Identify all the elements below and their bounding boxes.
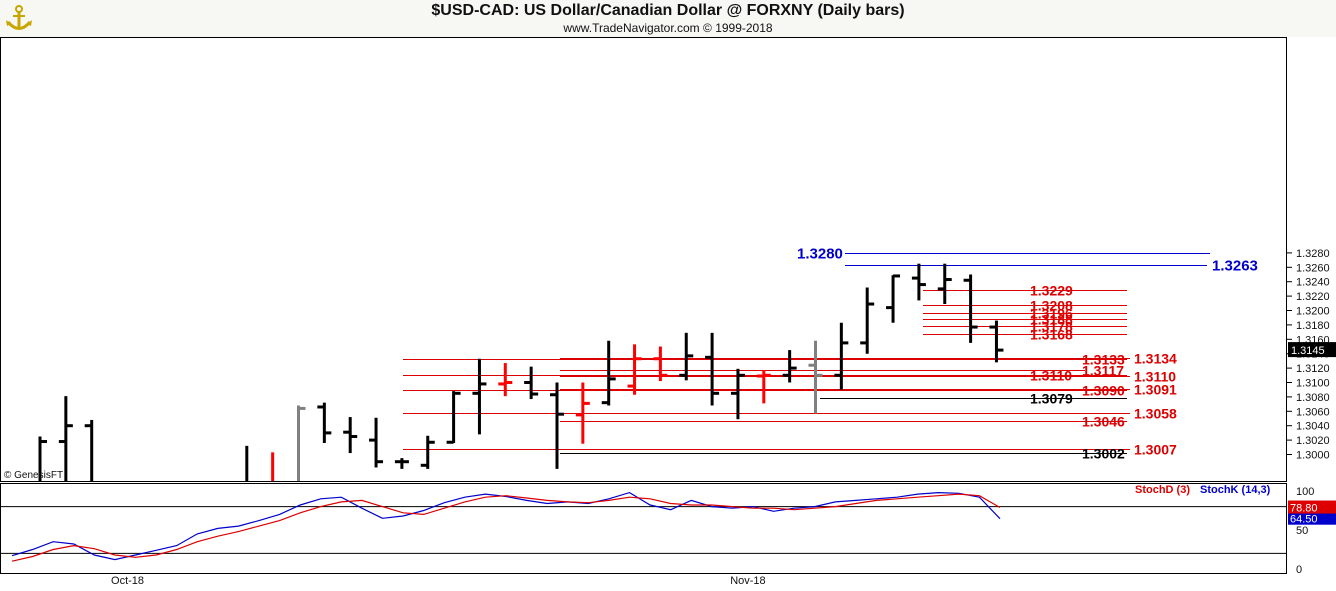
chart-subtitle: www.TradeNavigator.com © 1999-2018 <box>563 21 773 35</box>
level-label: 1.3002 <box>1082 446 1125 462</box>
level-label: 1.3117 <box>1082 363 1124 379</box>
title-bar: $USD-CAD: US Dollar/Canadian Dollar @ FO… <box>0 0 1336 37</box>
stoch-last-value: 64.50 <box>1290 514 1318 526</box>
y-tick-label: 1.3100 <box>1296 378 1330 390</box>
y-tick-label: 1.3080 <box>1296 392 1330 404</box>
level-label: 1.3090 <box>1082 383 1125 399</box>
level-label: 1.3168 <box>1030 327 1073 343</box>
legend-stochd: StochD (3) <box>1135 484 1190 496</box>
stoch-panel-frame <box>0 483 1287 574</box>
y-tick-label: 1.3180 <box>1296 320 1330 332</box>
y-tick-label: 1.3000 <box>1296 450 1330 462</box>
level-label: 1.3196 <box>1030 306 1073 322</box>
level-label: 1.3263 <box>1212 258 1258 275</box>
level-label: 1.3079 <box>1030 391 1073 407</box>
stoch-last-box <box>1288 511 1336 525</box>
level-label: 1.3007 <box>1134 442 1177 458</box>
x-tick-label: Oct-18 <box>111 575 144 587</box>
stoch-tick-label: 100 <box>1296 486 1314 498</box>
chart-frame <box>0 37 1336 591</box>
legend-stochk: StochK (14,3) <box>1200 484 1271 496</box>
anchor-logo-icon <box>4 3 34 33</box>
y-tick-label: 1.3020 <box>1296 435 1330 447</box>
stoch-line <box>11 493 1001 562</box>
chart-title: $USD-CAD: US Dollar/Canadian Dollar @ FO… <box>431 2 905 19</box>
level-label: 1.3280 <box>797 246 843 263</box>
stoch-last-value: 78.80 <box>1290 503 1318 515</box>
stoch-line <box>11 491 1001 561</box>
level-label: 1.3046 <box>1082 414 1125 430</box>
level-label: 1.3133 <box>1082 352 1125 368</box>
price-axis: 1.3000 1.3020 1.3040 1.3060 1.3080 1.3100 1.31… <box>1286 248 1336 462</box>
chart-canvas: 1.32801.32631.32291.32081.31961.31881.31… <box>0 37 1336 591</box>
y-tick-label: 1.3040 <box>1296 421 1330 433</box>
y-tick-label: 1.3200 <box>1296 306 1330 318</box>
date-strip <box>0 574 1336 591</box>
stoch-tick-label: 0 <box>1296 564 1302 576</box>
x-tick-label: Nov-18 <box>730 575 765 587</box>
level-label: 1.3110 <box>1030 368 1072 384</box>
level-label: 1.3208 <box>1030 298 1073 314</box>
stoch-last-box <box>1288 500 1336 514</box>
last-price-box <box>1288 342 1336 358</box>
price-panel-frame <box>0 37 1287 482</box>
last-price-label: 1.3145 <box>1291 345 1325 357</box>
y-tick-label: 1.3060 <box>1296 406 1330 418</box>
y-tick-label: 1.3260 <box>1296 262 1330 274</box>
stoch-tick-label: 50 <box>1296 525 1308 537</box>
price-bars <box>38 263 1004 481</box>
y-tick-label: 1.3240 <box>1296 277 1330 289</box>
price-levels: 1.32801.32631.32291.32081.31961.31881.31… <box>403 246 1258 462</box>
watermark: © GenesisFT <box>4 470 63 481</box>
y-tick-label: 1.3220 <box>1296 291 1330 303</box>
level-label: 1.3229 <box>1030 283 1073 299</box>
level-label: 1.3058 <box>1134 406 1177 422</box>
level-label: 1.3110 <box>1134 369 1176 385</box>
y-tick-label: 1.3120 <box>1296 363 1330 375</box>
level-label: 1.3134 <box>1134 351 1177 367</box>
level-label: 1.3178 <box>1030 319 1073 335</box>
level-label: 1.3091 <box>1134 382 1177 398</box>
y-tick-label: 1.3280 <box>1296 248 1330 260</box>
level-label: 1.3188 <box>1030 312 1073 328</box>
